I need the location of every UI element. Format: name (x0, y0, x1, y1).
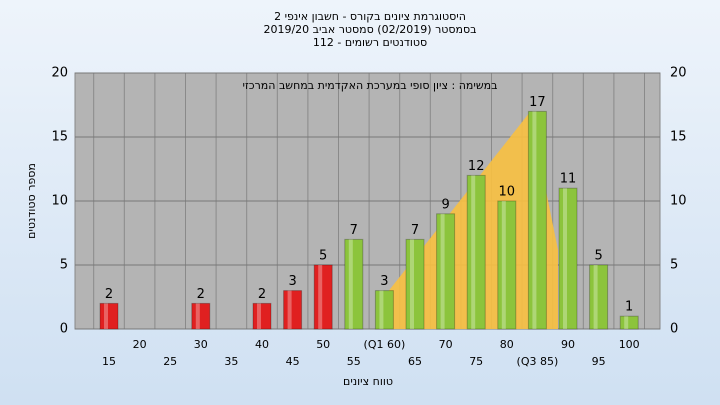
y2-tick-label: 15 (670, 130, 687, 145)
data-label: 2 (197, 287, 205, 302)
x-tick-label: (Q1 60) (364, 338, 406, 351)
x-tick-label: 15 (102, 355, 116, 368)
bar-shine (501, 201, 506, 329)
y2-tick-label: 0 (670, 322, 678, 337)
bar-shine (440, 213, 445, 329)
data-label: 1 (625, 300, 633, 315)
bar (283, 290, 303, 330)
x-tick-label: 65 (408, 355, 422, 368)
x-tick-label: 50 (316, 338, 330, 351)
x-tick-label: 70 (439, 338, 453, 351)
bar (99, 302, 119, 330)
x-tick-label: 25 (163, 355, 177, 368)
y-tick-label: 0 (60, 322, 68, 337)
title-line: סטודנטים רשומים - 112 (313, 36, 427, 49)
x-tick-label: 45 (286, 355, 300, 368)
x-tick-label: 20 (133, 338, 147, 351)
bar (558, 187, 578, 330)
x-tick-label: 40 (255, 338, 269, 351)
bar-shine (287, 290, 292, 329)
bar (374, 290, 394, 330)
bar-shine (318, 265, 323, 329)
y-axis-label: מספר סטודנטים (25, 163, 38, 239)
bar-shine (104, 303, 108, 329)
bar (619, 315, 639, 330)
bar-shine (624, 316, 629, 329)
bar-shine (532, 111, 537, 330)
bar (405, 238, 425, 330)
y-tick-label: 10 (51, 194, 68, 209)
bar (191, 302, 211, 330)
bar-shine (410, 239, 414, 329)
bar-shine (593, 265, 598, 329)
bar-shine (563, 188, 567, 329)
bar (313, 264, 333, 330)
y-tick-label: 20 (51, 66, 68, 81)
data-label: 2 (258, 287, 266, 302)
data-label: 2 (105, 287, 113, 302)
data-label: 3 (380, 274, 388, 289)
data-label: 9 (441, 197, 449, 212)
y-tick-label: 5 (60, 258, 68, 273)
bar-shine (379, 290, 384, 329)
x-tick-label: 30 (194, 338, 208, 351)
bar (589, 264, 609, 330)
bar (436, 213, 456, 330)
x-tick-label: 80 (500, 338, 514, 351)
bar (344, 238, 364, 330)
x-tick-label: 75 (469, 355, 483, 368)
y-tick-label: 15 (51, 130, 68, 145)
y2-tick-label: 5 (670, 258, 678, 273)
data-label: 3 (288, 274, 296, 289)
bar (466, 174, 486, 330)
bar (527, 110, 547, 330)
bar (252, 302, 272, 330)
title-line: בסמסטר (02/2019) סמסטר אביב 2019/20 (263, 23, 476, 36)
bar-shine (257, 303, 261, 329)
data-label: 12 (468, 159, 485, 174)
bar-shine (195, 303, 200, 329)
bar (497, 200, 517, 330)
data-label: 7 (411, 223, 419, 238)
vertical-separators (75, 72, 660, 330)
x-tick-label: 35 (224, 355, 238, 368)
title-line: היסטוגרמת ציונים בקורס - חשבון אינפי 2 (274, 10, 466, 23)
x-tick-label: 100 (619, 338, 640, 351)
data-label: 17 (529, 95, 546, 110)
x-tick-label: 55 (347, 355, 361, 368)
y2-tick-label: 10 (670, 194, 687, 209)
data-label: 11 (560, 172, 577, 187)
bar-shine (348, 239, 353, 329)
data-label: 5 (594, 249, 602, 264)
data-label: 5 (319, 249, 327, 264)
data-label: 10 (499, 185, 516, 200)
x-tick-label: 95 (592, 355, 606, 368)
data-label: 7 (350, 223, 358, 238)
annotation: במשימה : ציון סופי במערכת האקדמית במחשב … (243, 79, 498, 92)
bar-shine (471, 175, 476, 329)
x-tick-label: 90 (561, 338, 575, 351)
x-tick-label: (Q3 85) (517, 355, 559, 368)
y2-tick-label: 20 (670, 66, 687, 81)
x-axis-label: טווח ציונים (343, 375, 393, 388)
